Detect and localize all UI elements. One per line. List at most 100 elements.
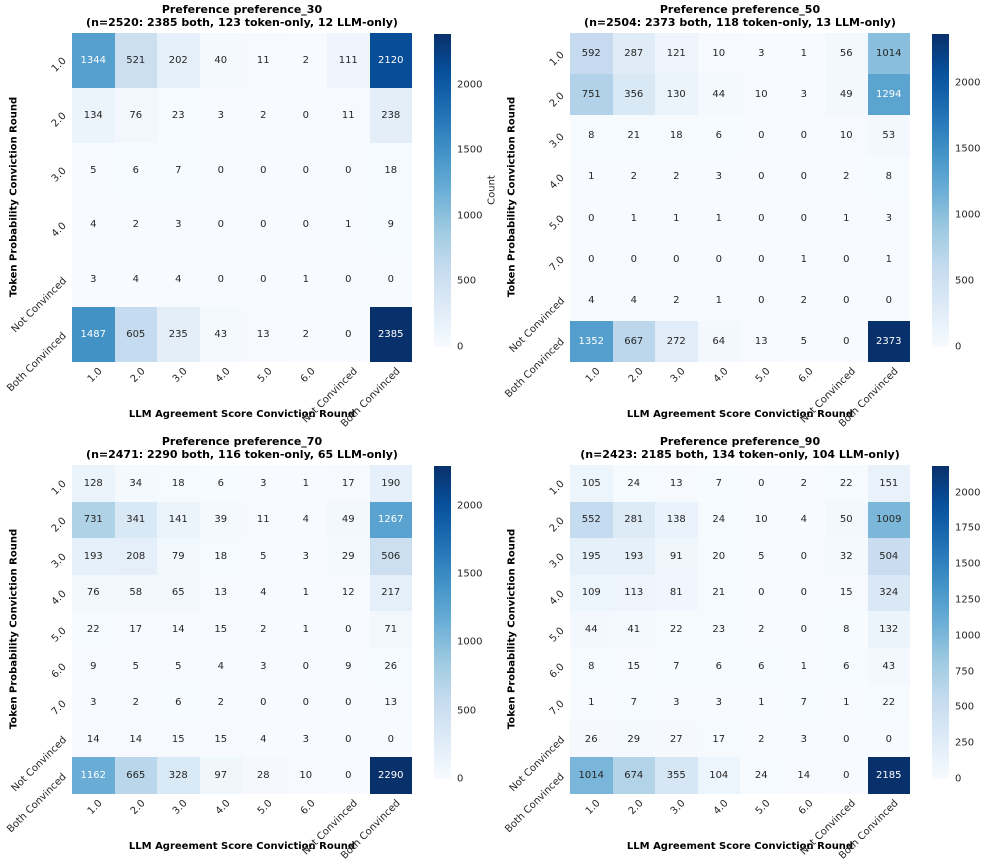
heatmap-cell: 6 [825,647,868,685]
heatmap-cell: 2 [284,33,327,88]
heatmap-cell: 1 [825,197,868,239]
colorbar [434,34,451,347]
heatmap-cell: 9 [72,647,115,685]
heatmap-cell: 2385 [369,307,412,362]
heatmap-cell: 0 [369,252,412,308]
heatmap-grid: 592 287 121 10 3 1 56 1014 751 356 130 44 10 3 49 1294 8… [570,33,910,362]
heatmap-cell: 14 [72,720,115,758]
heatmap-cell: 15 [199,720,242,758]
heatmap-cell: 56 [825,33,868,75]
heatmap-cell: 0 [199,252,242,308]
heatmap-cell: 13 [655,465,698,502]
heatmap-cell: 281 [612,501,655,539]
heatmap-cell: 0 [825,320,868,362]
heatmap-cell: 2 [740,720,783,758]
heatmap-cell: 1487 [72,307,115,362]
heatmap-cell: 15 [612,647,655,685]
colorbar-tick-label: 1000 [955,209,981,221]
heatmap-cell: 11 [327,87,370,143]
subplot-title: Preference preference_30 [161,3,323,16]
heatmap-cell: 0 [782,538,825,575]
heatmap-cell: 81 [655,574,698,612]
heatmap-cell: 1009 [867,501,910,539]
heatmap-cell: 1014 [867,33,910,75]
heatmap-cell: 0 [242,684,285,721]
subplot-subtitle: (n=2423: 2185 both, 134 token-only, 104 … [580,448,900,461]
y-axis-label: Token Probability Conviction Round [506,528,518,730]
heatmap-cell: 104 [697,757,740,794]
heatmap-cell: 34 [114,465,157,502]
heatmap-cell: 356 [612,74,655,116]
heatmap-cell: 193 [72,538,115,575]
heatmap-cell: 6 [740,647,783,685]
heatmap-cell: 8 [867,156,910,198]
colorbar-tick-label: 1000 [457,636,483,648]
heatmap-cell: 22 [867,684,910,721]
heatmap-cell: 14 [782,757,825,794]
x-tick-label: 5.0 [754,798,774,818]
heatmap-cell: 11 [242,501,285,539]
heatmap-cell: 14 [157,611,200,648]
y-tick-label: 7.0 [547,254,567,274]
x-tick-label: 1.0 [86,798,106,818]
y-tick-label: 1.0 [49,56,69,76]
heatmap-cell: 5 [114,647,157,685]
heatmap-cell: 667 [612,320,655,362]
heatmap-cell: 0 [570,238,613,280]
heatmap-cell: 1 [740,684,783,721]
heatmap-cell: 1 [867,238,910,280]
heatmap-cell: 5 [72,142,115,198]
heatmap-cell: 190 [369,465,412,502]
heatmap-cell: 3 [740,33,783,75]
heatmap-cell: 18 [157,465,200,502]
heatmap-cell: 355 [655,757,698,794]
heatmap-cell: 23 [157,87,200,143]
heatmap-cell: 1 [655,197,698,239]
heatmap-preference-50: Preference preference_50 (n=2504: 2373 b… [498,0,996,432]
y-tick-label: 5.0 [547,625,567,645]
heatmap-cell: 3 [867,197,910,239]
x-tick-label: 2.0 [128,798,148,818]
heatmap-cell: 4 [242,720,285,758]
heatmap-cell: 43 [199,307,242,362]
heatmap-cell: 0 [327,684,370,721]
y-tick-label: 2.0 [49,515,69,535]
heatmap-cell: 15 [825,574,868,612]
heatmap-cell: 113 [612,574,655,612]
heatmap-cell: 0 [740,279,783,321]
heatmap-cell: 7 [655,647,698,685]
heatmap-cell: 12 [327,574,370,612]
heatmap-cell: 132 [867,611,910,648]
heatmap-cell: 552 [570,501,613,539]
heatmap-cell: 138 [655,501,698,539]
colorbar-tick-label: 1250 [955,594,981,606]
heatmap-cell: 0 [825,238,868,280]
heatmap-cell: 22 [825,465,868,502]
heatmap-cell: 10 [740,74,783,116]
y-tick-label: Both Convinced [5,330,69,394]
heatmap-cell: 2373 [867,320,910,362]
x-tick-label: 4.0 [711,798,731,818]
heatmap-cell: 1 [284,574,327,612]
heatmap-cell: 3 [72,252,115,308]
x-tick-label: 5.0 [256,366,276,386]
heatmap-cell: 6 [199,465,242,502]
y-tick-label: 3.0 [547,131,567,151]
heatmap-cell: 6 [114,142,157,198]
heatmap-cell: 0 [825,720,868,758]
colorbar-tick-label: 0 [457,773,464,785]
heatmap-cell: 5 [740,538,783,575]
heatmap-cell: 134 [72,87,115,143]
heatmap-cell: 10 [697,33,740,75]
colorbar-tick-label: 1500 [955,558,981,570]
heatmap-cell: 2 [782,465,825,502]
subplot-title-block: Preference preference_50 (n=2504: 2373 b… [570,3,910,29]
x-tick-label: 4.0 [213,366,233,386]
colorbar-tick-label: 0 [457,341,464,353]
colorbar-tick-label: 1000 [955,630,981,642]
colorbar [932,34,949,347]
colorbar-tick-label: 1750 [955,522,981,534]
heatmap-cell: 49 [327,501,370,539]
y-tick-label: 2.0 [49,110,69,130]
